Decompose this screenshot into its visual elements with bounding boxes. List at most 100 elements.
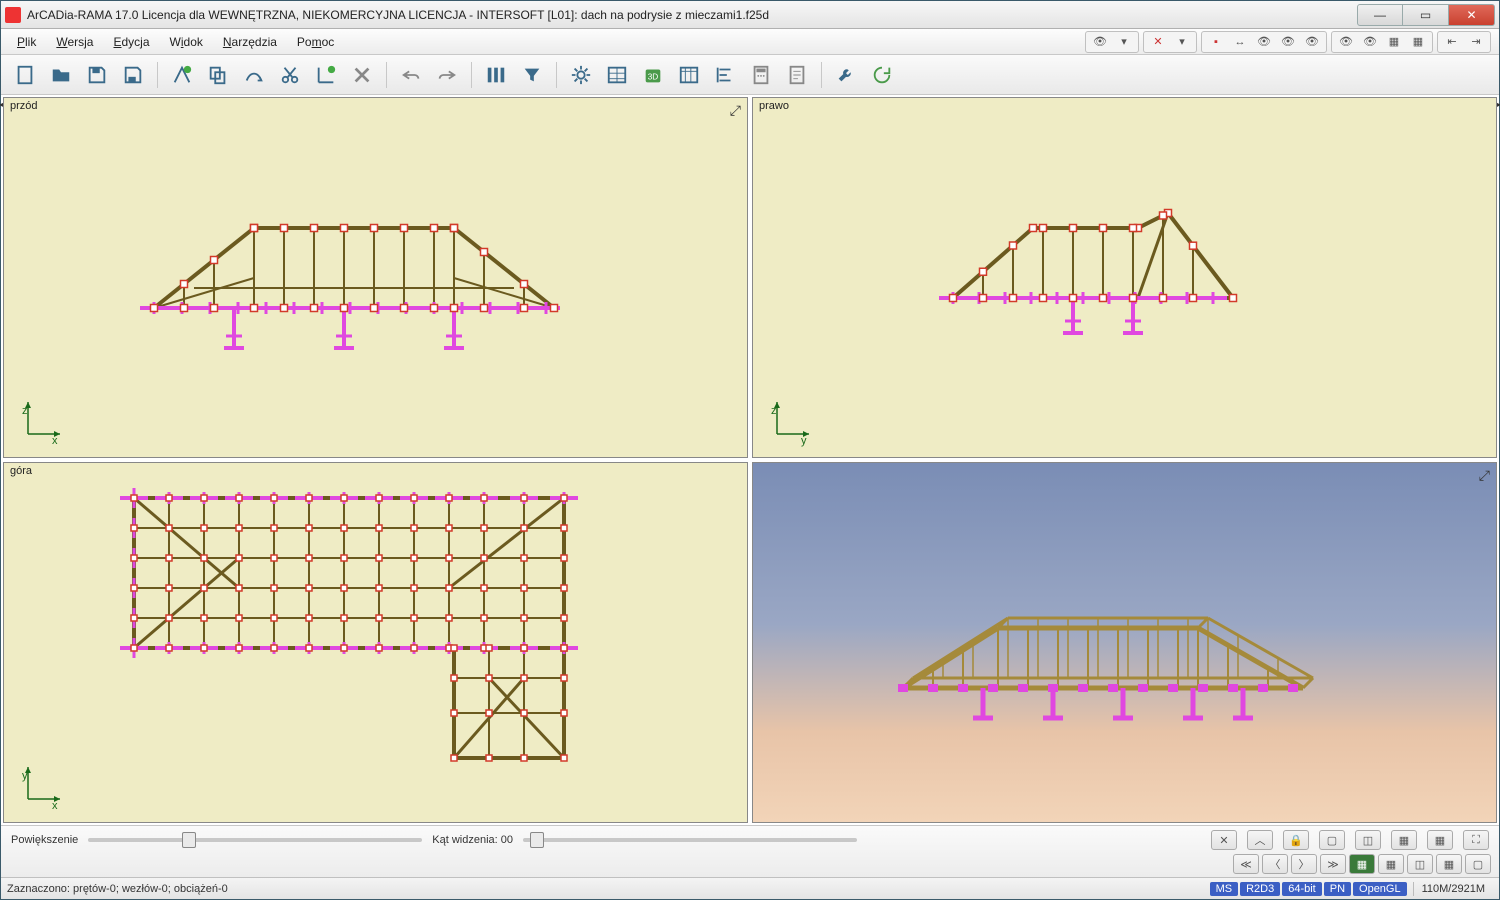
move-button[interactable]	[240, 61, 268, 89]
nav-cross-button[interactable]: ✕	[1211, 830, 1237, 850]
status-badge-opengl: OpenGL	[1353, 882, 1407, 896]
delete-button[interactable]	[348, 61, 376, 89]
viewport-area: ◂ ▸ przód ⤢ zx prawo zy	[1, 95, 1499, 825]
eye-icon[interactable]: 👁	[1359, 33, 1381, 51]
undo-button[interactable]	[397, 61, 425, 89]
menu-wersja[interactable]: Wersja	[48, 32, 101, 52]
status-bar: Zaznaczono: prętów-0; wezłów-0; obciążeń…	[1, 877, 1499, 899]
grid-icon[interactable]: ▦	[1383, 33, 1405, 51]
fullscreen-button[interactable]: ⛶	[1463, 830, 1489, 850]
menu-narzedzia[interactable]: Narzędzia	[215, 32, 285, 52]
fov-slider[interactable]	[523, 838, 857, 842]
status-badge-64bit: 64-bit	[1282, 882, 1322, 896]
selection-status: Zaznaczono: prętów-0; wezłów-0; obciążeń…	[7, 883, 228, 895]
view-split-button[interactable]: ◫	[1355, 830, 1381, 850]
eye-icon[interactable]: 👁	[1335, 33, 1357, 51]
axis-icon[interactable]: ✕	[1147, 33, 1169, 51]
nav-up-button[interactable]: ︿	[1247, 830, 1273, 850]
dropdown-icon[interactable]: ▾	[1113, 33, 1135, 51]
coord-button[interactable]	[312, 61, 340, 89]
eye-icon[interactable]: 👁	[1277, 33, 1299, 51]
app-window: ArCADia-RAMA 17.0 Licencja dla WEWNĘTRZN…	[0, 0, 1500, 900]
save-as-button[interactable]	[119, 61, 147, 89]
redo-button[interactable]	[433, 61, 461, 89]
expand-icon[interactable]: ⤢	[1479, 467, 1490, 484]
nav-button-row: ≪ 〈 〉 ≫ ▦ ▦ ◫ ▦ ▢	[1, 854, 1499, 878]
eye-icon[interactable]: 👁	[1253, 33, 1275, 51]
save-button[interactable]	[83, 61, 111, 89]
view-quad-button[interactable]: ▦	[1391, 830, 1417, 850]
view-mode-group-1: 👁 ▾	[1085, 31, 1139, 53]
truss-front-diagram	[124, 188, 584, 378]
view-opt-button[interactable]: ◫	[1407, 854, 1433, 874]
cut-button[interactable]	[276, 61, 304, 89]
refresh-button[interactable]	[868, 61, 896, 89]
filter-button[interactable]	[518, 61, 546, 89]
close-button[interactable]: ✕	[1449, 4, 1495, 26]
report-button[interactable]	[783, 61, 811, 89]
view-mode-icon[interactable]: 👁	[1089, 33, 1111, 51]
nav-prev-button[interactable]: 〈	[1262, 854, 1288, 874]
collapse-icon[interactable]: ⇤	[1441, 33, 1463, 51]
viewport-front[interactable]: przód ⤢ zx	[3, 97, 748, 458]
title-bar: ArCADia-RAMA 17.0 Licencja dla WEWNĘTRZN…	[1, 1, 1499, 29]
lock-button[interactable]: 🔒	[1283, 830, 1309, 850]
app-icon	[5, 7, 21, 23]
sections-button[interactable]	[482, 61, 510, 89]
settings-button[interactable]	[567, 61, 595, 89]
view-green-button[interactable]: ▦	[1349, 854, 1375, 874]
expand-icon[interactable]: ⇥	[1465, 33, 1487, 51]
node-display-icon[interactable]: ▪	[1205, 33, 1227, 51]
open-file-button[interactable]	[47, 61, 75, 89]
wrench-button[interactable]	[832, 61, 860, 89]
view-grid-button[interactable]: ▦	[1427, 830, 1453, 850]
viewport-grid: przód ⤢ zx prawo zy góra	[3, 97, 1497, 823]
align-button[interactable]	[711, 61, 739, 89]
maximize-button[interactable]: ▭	[1403, 4, 1449, 26]
view-opt-button[interactable]: ▢	[1465, 854, 1491, 874]
dropdown-icon[interactable]: ▾	[1171, 33, 1193, 51]
3d-button[interactable]: 3D	[639, 61, 667, 89]
menu-widok[interactable]: Widok	[162, 32, 211, 52]
view-opt-button[interactable]: ▦	[1436, 854, 1462, 874]
status-badge-pn: PN	[1324, 882, 1351, 896]
eye-icon[interactable]: 👁	[1301, 33, 1323, 51]
menu-pomoc[interactable]: Pomoc	[289, 32, 342, 52]
zoom-slider[interactable]	[88, 838, 422, 842]
view-single-button[interactable]: ▢	[1319, 830, 1345, 850]
grid-icon[interactable]: ▦	[1407, 33, 1429, 51]
axis-indicator: zy	[767, 394, 817, 447]
results-table-button[interactable]	[675, 61, 703, 89]
viewport-label: góra	[10, 465, 32, 477]
table-button[interactable]	[603, 61, 631, 89]
svg-text:3D: 3D	[648, 72, 659, 81]
viewport-perspective[interactable]: ⤢	[752, 462, 1497, 823]
axis-indicator: yx	[18, 759, 68, 812]
menu-plik[interactable]: Plik	[9, 32, 44, 52]
axis-indicator: zx	[18, 394, 68, 447]
viewport-top[interactable]: góra yx	[3, 462, 748, 823]
menu-edycja[interactable]: Edycja	[105, 32, 157, 52]
bottom-controls: Powiększenie Kąt widzenia: 00 ✕ ︿ 🔒 ▢ ◫ …	[1, 825, 1499, 877]
calculator-button[interactable]	[747, 61, 775, 89]
display-toggle-group-1: ▪ ↔ 👁 👁 👁	[1201, 31, 1327, 53]
nav-first-button[interactable]: ≪	[1233, 854, 1259, 874]
truss-right-diagram	[923, 188, 1263, 358]
dim-display-icon[interactable]: ↔	[1229, 33, 1251, 51]
display-toggle-group-3: ⇤ ⇥	[1437, 31, 1491, 53]
memory-status: 110M/2921M	[1413, 882, 1493, 896]
nav-last-button[interactable]: ≫	[1320, 854, 1346, 874]
add-node-button[interactable]	[168, 61, 196, 89]
slider-row: Powiększenie Kąt widzenia: 00 ✕ ︿ 🔒 ▢ ◫ …	[1, 826, 1499, 854]
minimize-button[interactable]: —	[1357, 4, 1403, 26]
truss-top-diagram	[114, 478, 584, 778]
nav-next-button[interactable]: 〉	[1291, 854, 1317, 874]
new-file-button[interactable]	[11, 61, 39, 89]
viewport-right[interactable]: prawo zy	[752, 97, 1497, 458]
display-toggle-group-2: 👁 👁 ▦ ▦	[1331, 31, 1433, 53]
view-mode-group-2: ✕ ▾	[1143, 31, 1197, 53]
view-opt-button[interactable]: ▦	[1378, 854, 1404, 874]
copy-button[interactable]	[204, 61, 232, 89]
window-title: ArCADia-RAMA 17.0 Licencja dla WEWNĘTRZN…	[27, 8, 1357, 22]
expand-icon[interactable]: ⤢	[730, 102, 741, 119]
